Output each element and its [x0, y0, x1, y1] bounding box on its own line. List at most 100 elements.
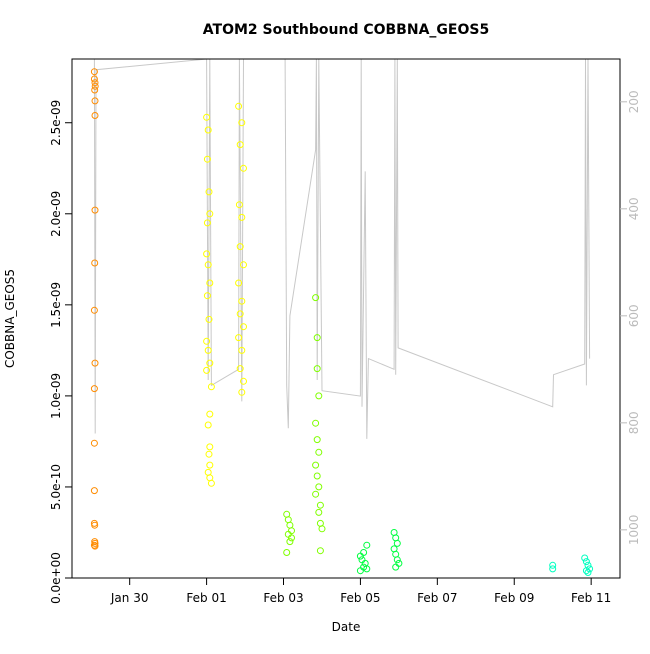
x-axis-label: Date	[332, 620, 361, 634]
data-point	[207, 383, 215, 391]
data-point	[240, 164, 247, 172]
plot-frame	[71, 58, 621, 579]
y-tick-label: 2.0e-09	[49, 191, 63, 237]
data-point	[206, 443, 214, 451]
data-point	[203, 155, 211, 163]
data-point	[240, 377, 247, 385]
data-point	[584, 569, 592, 576]
data-point	[203, 366, 211, 374]
data-point	[284, 530, 292, 538]
data-point	[204, 346, 212, 354]
data-point	[90, 487, 98, 495]
data-point	[363, 541, 371, 549]
data-point	[238, 388, 246, 396]
data-point	[288, 527, 295, 535]
data-point	[549, 561, 557, 569]
data-point	[207, 479, 215, 487]
data-point	[238, 346, 246, 354]
data-point	[90, 75, 98, 83]
data-point	[313, 334, 321, 342]
data-point	[358, 556, 366, 564]
right-y-tick-label: 400	[627, 197, 641, 220]
altitude-profile-line	[93, 58, 591, 439]
data-point	[316, 547, 324, 555]
data-point	[356, 567, 364, 575]
altitude-profile-layer	[93, 58, 591, 439]
data-point	[240, 261, 247, 269]
data-point	[203, 113, 211, 121]
data-point	[235, 102, 243, 110]
data-point	[312, 461, 320, 469]
data-point	[318, 525, 326, 533]
y-tick-label: 1.0e-09	[49, 373, 63, 419]
data-point	[203, 250, 211, 258]
x-tick-label: Feb 07	[417, 591, 457, 605]
data-point	[286, 538, 294, 546]
y-axis-label: COBBNA_GEOS5	[3, 269, 17, 368]
data-point	[91, 79, 99, 87]
x-tick-label: Feb 05	[340, 591, 380, 605]
data-point	[204, 421, 212, 429]
data-point	[315, 392, 323, 400]
data-point	[393, 556, 401, 564]
right-y-tick-label: 1000	[627, 515, 641, 546]
data-point	[238, 213, 246, 221]
data-point	[315, 508, 323, 516]
x-tick-label: Feb 11	[571, 591, 611, 605]
data-point	[582, 558, 590, 566]
data-point	[313, 365, 321, 373]
data-point	[236, 243, 244, 251]
data-point	[312, 490, 320, 498]
x-tick-label: Feb 09	[494, 591, 534, 605]
right-y-tick-label: 600	[627, 304, 641, 327]
right-y-tick-label: 800	[627, 411, 641, 434]
data-point	[204, 126, 212, 134]
data-point	[235, 201, 243, 209]
data-point	[236, 365, 244, 373]
data-point	[395, 559, 403, 567]
data-point	[316, 501, 324, 509]
y-tick-label: 1.5e-09	[49, 282, 63, 328]
data-point	[283, 549, 291, 556]
data-point	[206, 359, 214, 367]
data-point	[91, 82, 99, 90]
data-point	[206, 410, 214, 418]
data-point	[91, 259, 99, 267]
data-point	[90, 385, 98, 393]
data-point	[206, 210, 214, 218]
data-point	[206, 461, 214, 469]
data-point	[313, 436, 321, 444]
y-tick-label: 0.0e+00	[49, 552, 63, 604]
right-y-tick-label: 200	[627, 90, 641, 113]
data-point	[240, 323, 247, 331]
data-point	[205, 315, 213, 323]
data-point	[206, 279, 214, 287]
data-point	[549, 565, 557, 573]
data-point	[91, 542, 99, 550]
data-point	[235, 334, 243, 342]
data-point	[313, 472, 321, 480]
data-point	[90, 306, 98, 314]
data-point	[203, 219, 211, 227]
data-point	[236, 310, 244, 318]
data-point	[582, 567, 590, 575]
data-point	[360, 549, 368, 556]
data-point	[90, 68, 98, 76]
data-point	[581, 554, 589, 562]
data-points-layer	[90, 68, 594, 576]
data-point	[315, 448, 323, 456]
data-point	[238, 119, 246, 127]
data-point	[312, 294, 320, 302]
data-point	[91, 521, 99, 529]
data-point	[205, 188, 213, 196]
data-point	[312, 419, 320, 427]
data-point	[91, 97, 99, 105]
data-point	[91, 112, 99, 119]
data-point	[392, 563, 400, 571]
data-point	[203, 337, 211, 345]
axes-layer: Jan 30 Feb 01 Feb 03 Feb 05 Feb 07 Feb 09 Feb …	[49, 90, 641, 605]
data-point	[203, 292, 211, 300]
data-point	[288, 534, 295, 542]
x-tick-label: Feb 03	[263, 591, 303, 605]
